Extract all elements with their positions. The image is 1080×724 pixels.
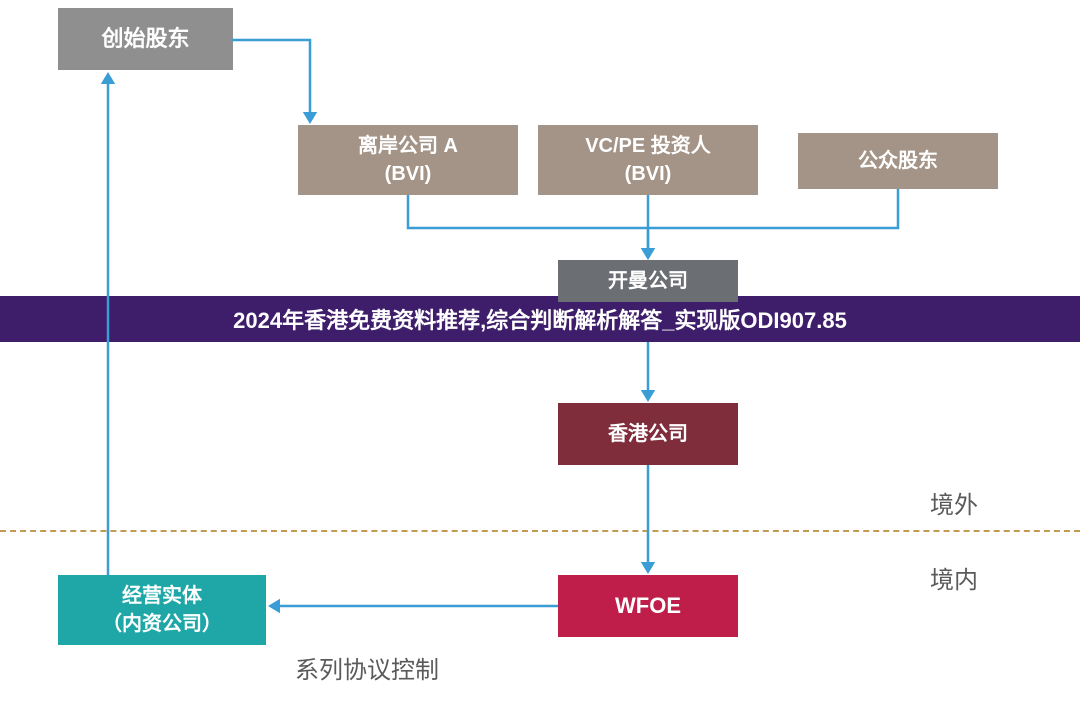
edge-founders-to-offshore: [232, 40, 310, 112]
node-public: 公众股东: [798, 133, 998, 189]
border-divider: [0, 530, 1080, 532]
node-cayman: 开曼公司: [558, 260, 738, 302]
node-public-label: 公众股东: [858, 147, 938, 175]
arrowhead-entity-to-founders: [101, 72, 115, 84]
node-cayman-label: 开曼公司: [608, 267, 688, 295]
arrowhead-founders-to-offshore: [303, 112, 317, 124]
node-offshore-a-label: 离岸公司 A (BVI): [358, 132, 458, 188]
node-hk-label: 香港公司: [608, 420, 688, 448]
node-vcpe: VC/PE 投资人 (BVI): [538, 125, 758, 195]
node-wfoe: WFOE: [558, 575, 738, 637]
arrowhead-hk-to-wfoe: [641, 562, 655, 574]
node-wfoe-label: WFOE: [615, 591, 681, 622]
node-founders: 创始股东: [58, 8, 233, 70]
banner-text: 2024年香港免费资料推荐,综合判断解析解答_实现版ODI907.85: [233, 303, 847, 335]
edge-offshore-to-cayman: [408, 195, 648, 248]
node-entity-label: 经营实体 （内资公司）: [102, 582, 222, 638]
arrowhead-cayman-to-hk: [641, 390, 655, 402]
arrowhead-offshore-to-cayman: [641, 248, 655, 260]
node-vcpe-label: VC/PE 投资人 (BVI): [585, 132, 711, 188]
label-inside: 境内: [930, 560, 978, 595]
label-control: 系列协议控制: [295, 650, 439, 685]
node-founders-label: 创始股东: [101, 24, 189, 55]
node-entity: 经营实体 （内资公司）: [58, 575, 266, 645]
label-outside: 境外: [930, 485, 978, 520]
node-offshore-a: 离岸公司 A (BVI): [298, 125, 518, 195]
arrowhead-vcpe-to-cayman: [641, 248, 655, 260]
arrowhead-wfoe-to-entity: [268, 599, 280, 613]
node-hk: 香港公司: [558, 403, 738, 465]
overlay-banner: 2024年香港免费资料推荐,综合判断解析解答_实现版ODI907.85: [0, 296, 1080, 342]
